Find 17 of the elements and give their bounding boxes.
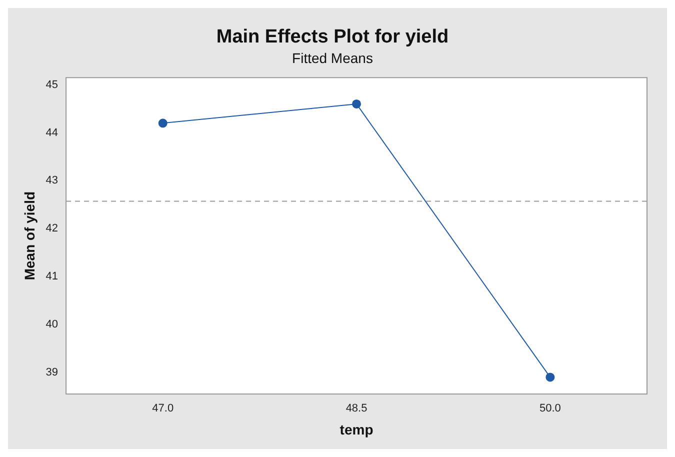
- y-tick-label: 45: [46, 78, 58, 91]
- x-axis-title: temp: [340, 421, 374, 438]
- point: [546, 372, 555, 382]
- point: [158, 118, 168, 128]
- y-tick-label: 42: [46, 222, 58, 235]
- y-tick-label: 40: [46, 318, 58, 331]
- y-tick-label: 44: [46, 126, 58, 139]
- chart-subtitle: Fitted Means: [292, 50, 373, 66]
- x-tick-label: 47.0: [152, 402, 174, 415]
- x-tick-label: 50.0: [539, 402, 561, 415]
- point: [352, 99, 362, 108]
- y-tick-label: 39: [46, 366, 58, 378]
- y-tick-label: 43: [46, 174, 58, 187]
- y-tick-label: 41: [46, 270, 58, 283]
- y-axis-title: Mean of yield: [21, 191, 38, 280]
- x-tick-label: 48.5: [346, 402, 368, 415]
- chart-title: Main Effects Plot for yield: [216, 26, 449, 48]
